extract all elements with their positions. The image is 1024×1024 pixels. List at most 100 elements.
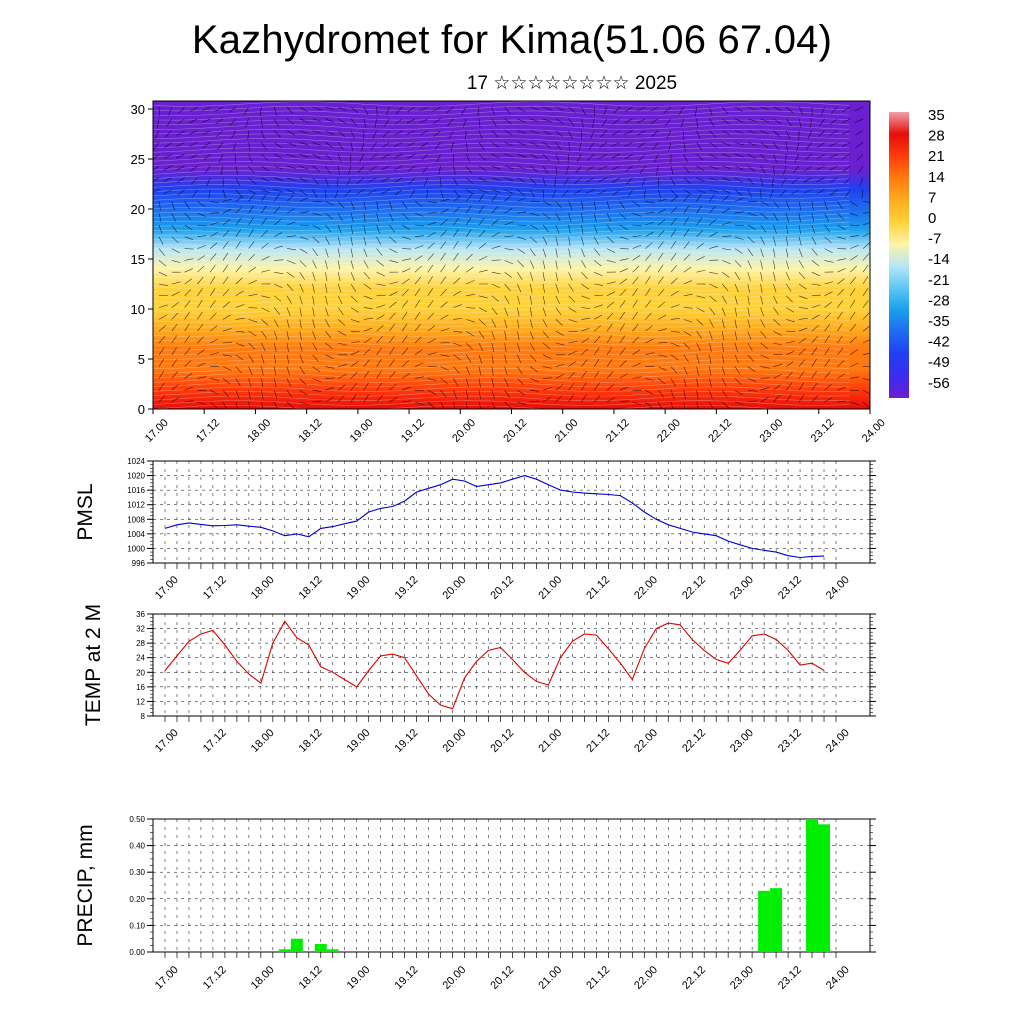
precip-bar [278, 949, 291, 952]
section-xtick-label: 20.12 [501, 417, 529, 445]
series-line [164, 620, 825, 710]
section-ytick-label: 10 [131, 302, 145, 317]
section-xtick-label: 18.00 [245, 417, 273, 445]
ytick-label: 1016 [127, 486, 145, 495]
xtick-label: 17.12 [201, 727, 229, 755]
colorbar-label: 21 [928, 148, 945, 165]
precip-bar [806, 819, 819, 952]
colorbar-fill [889, 112, 909, 398]
ytick-label: 1004 [127, 530, 145, 539]
xtick-label: 21.12 [584, 727, 612, 755]
section-ytick-label: 15 [131, 252, 145, 267]
y-axis-label: PMSL [74, 483, 97, 540]
ytick-label: 32 [136, 625, 145, 634]
xtick-label: 18.00 [249, 727, 277, 755]
panel-frame [152, 613, 871, 717]
xtick-label: 21.00 [536, 727, 564, 755]
xtick-label: 18.12 [297, 727, 325, 755]
temperature-colorbar: 35 28 21 14 7 0 -7 -14 -21 -28 -35 -42 -49 -56 [889, 107, 950, 398]
xtick-label: 22.12 [680, 964, 708, 992]
ytick-label: 12 [136, 697, 145, 706]
ytick-label: 0.10 [129, 921, 145, 930]
xtick-label: 22.00 [632, 574, 660, 602]
section-xtick-label: 22.12 [706, 417, 734, 445]
xtick-label: 23.00 [728, 727, 756, 755]
temp-2m-chart: 36 32 28 24 20 16 12 8 17.00 17.12 18.00 18.12 19.00… [82, 604, 876, 755]
precip-bar [326, 949, 339, 952]
xtick-label: 23.12 [776, 574, 804, 602]
xtick-label: 20.12 [488, 574, 516, 602]
xtick-label: 19.12 [393, 574, 421, 602]
ytick-label: 1020 [127, 472, 145, 481]
section-ytick-label: 0 [138, 402, 145, 417]
upper-air-section-chart: 0 5 10 15 20 25 30 17.00 17.12 18.00 18.12 19.00 19.… [131, 100, 888, 445]
section-xtick-label: 17.12 [194, 417, 222, 445]
ytick-label: 0.50 [129, 815, 145, 824]
xtick-label: 22.12 [680, 727, 708, 755]
section-xtick-label: 21.00 [553, 417, 581, 445]
ytick-label: 0.00 [129, 948, 145, 957]
section-xtick-label: 17.00 [143, 417, 171, 445]
section-xtick-label: 22.00 [655, 417, 683, 445]
xtick-label: 17.12 [201, 964, 229, 992]
xtick-label: 22.00 [632, 727, 660, 755]
ytick-label: 996 [132, 559, 146, 568]
xtick-label: 17.00 [153, 964, 181, 992]
xtick-label: 18.00 [249, 574, 277, 602]
colorbar-label: -14 [928, 251, 950, 268]
xtick-label: 19.12 [393, 964, 421, 992]
precip-bar [818, 824, 831, 952]
ytick-label: 0.30 [129, 868, 145, 877]
series-line [164, 475, 825, 559]
pmsl-chart: 1024 1020 1016 1012 1008 1004 1000 996 17.00 17.1… [74, 457, 876, 602]
xtick-label: 20.00 [440, 727, 468, 755]
xtick-label: 20.00 [440, 964, 468, 992]
xtick-label: 23.00 [728, 574, 756, 602]
xtick-label: 17.00 [153, 727, 181, 755]
ytick-label: 36 [136, 610, 145, 619]
section-ytick-label: 5 [138, 352, 145, 367]
ytick-label: 20 [136, 668, 145, 677]
precip-bar [314, 944, 327, 952]
section-ytick-label: 25 [131, 152, 145, 167]
colorbar-label: -56 [928, 375, 950, 392]
colorbar-label: -28 [928, 292, 950, 309]
section-xtick-label: 20.00 [450, 417, 478, 445]
ytick-label: 1000 [127, 544, 145, 553]
colorbar-label: 14 [928, 169, 945, 186]
ytick-label: 1008 [127, 515, 145, 524]
xtick-label: 22.00 [632, 964, 660, 992]
colorbar-label: -42 [928, 334, 950, 351]
panel-frame [152, 460, 871, 564]
xtick-label: 23.12 [776, 727, 804, 755]
xtick-label: 17.12 [201, 574, 229, 602]
page-subtitle: 17 ☆☆☆☆☆☆☆☆ 2025 [466, 73, 678, 94]
section-xtick-label: 23.00 [757, 417, 785, 445]
colorbar-label: -49 [928, 354, 950, 371]
xtick-label: 24.00 [824, 964, 852, 992]
section-xtick-label: 18.12 [297, 417, 325, 445]
xtick-label: 19.12 [393, 727, 421, 755]
section-xtick-label: 23.12 [809, 417, 837, 445]
section-ytick-label: 30 [131, 102, 145, 117]
colorbar-label: 35 [928, 107, 945, 124]
section-xtick-label: 24.00 [860, 417, 888, 445]
xtick-label: 21.00 [536, 574, 564, 602]
colorbar-label: 28 [928, 128, 945, 145]
xtick-label: 20.12 [488, 964, 516, 992]
xtick-label: 21.12 [584, 964, 612, 992]
colorbar-label: 7 [928, 189, 936, 206]
xtick-label: 18.00 [249, 964, 277, 992]
xtick-label: 24.00 [824, 727, 852, 755]
ytick-label: 28 [136, 639, 145, 648]
ytick-label: 24 [136, 654, 145, 663]
xtick-label: 23.00 [728, 964, 756, 992]
colorbar-label: -35 [928, 313, 950, 330]
xtick-label: 19.00 [345, 964, 373, 992]
xtick-label: 20.00 [440, 574, 468, 602]
ytick-label: 0.20 [129, 895, 145, 904]
ytick-label: 8 [141, 712, 146, 721]
colorbar-label: -7 [928, 231, 941, 248]
